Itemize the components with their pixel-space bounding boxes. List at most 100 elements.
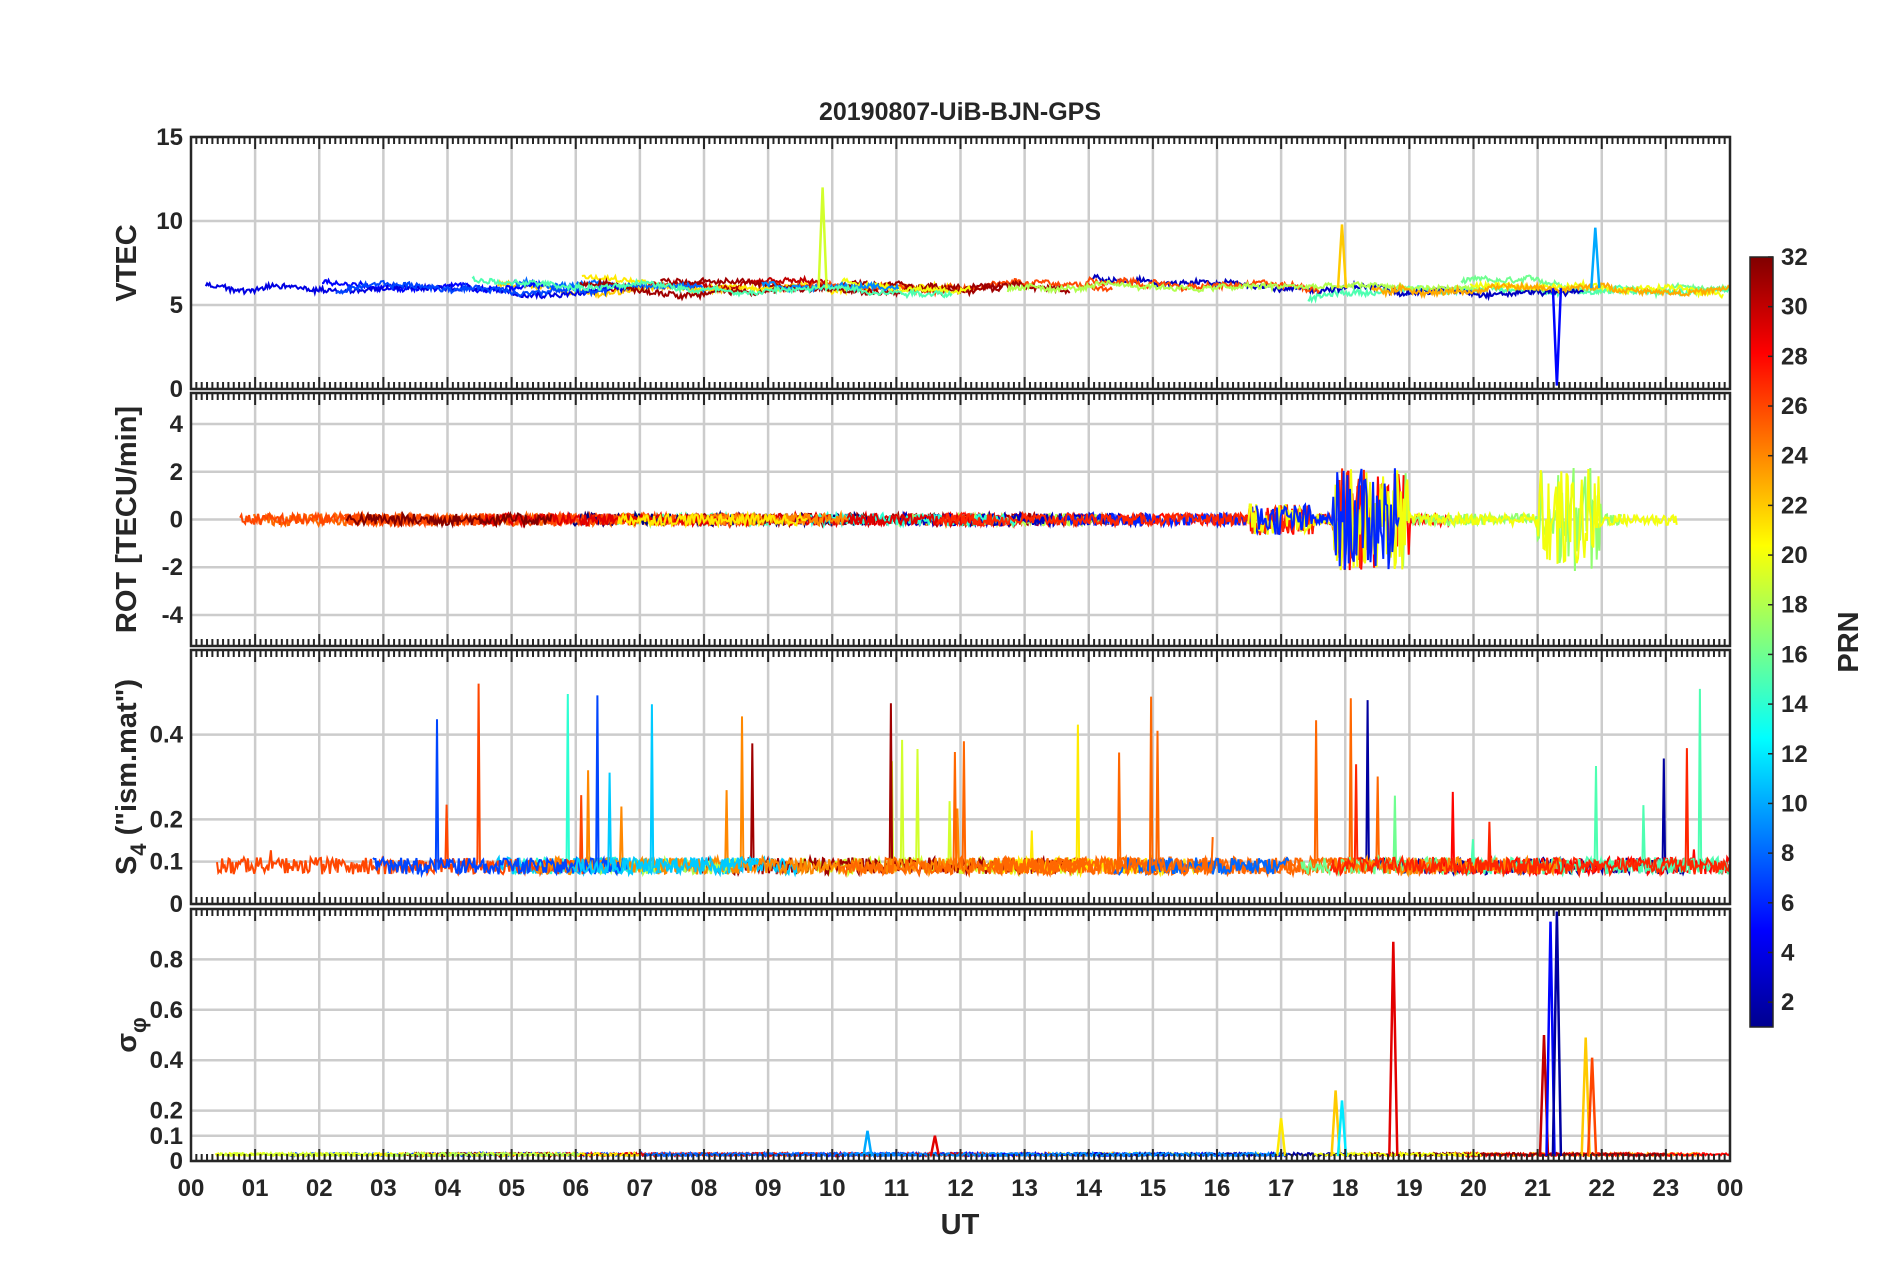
minor-ticks-sigma_phi (190, 909, 1731, 1161)
panel-vtec: 0 5 10 15 VTEC (111, 124, 1732, 403)
series-prn-6 (1255, 468, 1400, 570)
x-tick-label: 12 (947, 1175, 974, 1202)
series-prn-32 (345, 510, 553, 529)
y-tick-label: 0.8 (150, 946, 183, 973)
colorbar-tick-label: 18 (1781, 592, 1808, 619)
y-tick-label: 0.1 (150, 849, 183, 876)
colorbar-tick-label: 22 (1781, 492, 1808, 519)
y-tick-label: 0.4 (150, 1047, 184, 1074)
x-tick-label: 13 (1011, 1175, 1038, 1202)
series-prn-9 (841, 1150, 1289, 1158)
series-prn-7 (372, 695, 628, 879)
x-tick-label: 01 (242, 1175, 269, 1202)
x-tick-label: 05 (498, 1175, 525, 1202)
panel-sigma_phi: 00.10.2 0.4 0.6 0.8 σφ (111, 907, 1732, 1175)
colorbar-tick-label: 14 (1781, 691, 1808, 718)
y-axis-label-sigma_phi: σφ (111, 1017, 151, 1053)
x-tick-label: 09 (755, 1175, 782, 1202)
y-axis-label-sub: φ (126, 1017, 151, 1033)
x-tick-label: 08 (691, 1175, 718, 1202)
y-tick-label: -4 (162, 602, 184, 629)
y-tick-label: -2 (162, 554, 183, 581)
spike-prn-29 (929, 1135, 941, 1157)
y-axis-label-vtec: VTEC (111, 224, 143, 301)
spike-prn-2 (1551, 911, 1563, 1157)
spike-prn-10 (862, 1130, 873, 1157)
colorbar-tick-label: 26 (1781, 393, 1808, 420)
series-prn-18 (385, 1150, 580, 1159)
colorbar-tick-label: 24 (1781, 443, 1808, 470)
y-tick-label: 0.2 (150, 806, 183, 833)
spike-prn-22 (1330, 1090, 1341, 1157)
spike-prn-22 (1336, 224, 1348, 289)
colorbar-ticks: 32 30 28 26 24 22 20 18 16 14 12 10 8 6 4 2 (1768, 244, 1808, 1016)
series-prn-25 (837, 696, 1214, 878)
colorbar-tick-label: 20 (1781, 542, 1808, 569)
series-prn-23 (1370, 281, 1730, 299)
spike-prn-12 (1336, 1100, 1348, 1157)
spike-prn-22 (1580, 1037, 1591, 1157)
y-axis-label-s4: S4 ("ism.mat") (111, 679, 151, 875)
spike-prn-26 (1586, 1057, 1598, 1157)
y-tick-label: 0.1 (150, 1123, 183, 1150)
series-prn-26 (1086, 275, 1321, 295)
spike-prn-5 (1551, 288, 1563, 386)
x-tick-label: 11 (884, 1175, 909, 1202)
x-tick-label: 10 (819, 1175, 846, 1202)
colorbar-tick-label: 30 (1781, 294, 1808, 321)
x-tick-label: 22 (1588, 1175, 1615, 1202)
y-tick-label: 0.6 (150, 997, 183, 1024)
x-tick-label: 18 (1332, 1175, 1359, 1202)
x-axis-label: UT (941, 1209, 980, 1241)
x-tick-label: 02 (306, 1175, 333, 1202)
colorbar-tick-label: 10 (1781, 790, 1808, 817)
colorbar-tick-label: 4 (1781, 939, 1795, 966)
x-tick-label: 00 (178, 1175, 205, 1202)
x-tick-label: 07 (627, 1175, 654, 1202)
x-tick-label: 21 (1524, 1175, 1551, 1202)
colorbar-tick-label: 28 (1781, 343, 1808, 370)
x-tick-label: 17 (1268, 1175, 1295, 1202)
chart-title: 20190807-UiB-BJN-GPS (819, 98, 1101, 126)
y-tick-label: 0 (170, 1148, 183, 1175)
x-tick-label: 19 (1396, 1175, 1423, 1202)
y-axis-label-main: σ (111, 1033, 143, 1053)
colorbar-tick-label: 2 (1781, 989, 1794, 1016)
traces-rot (239, 467, 1678, 572)
traces-s4 (216, 683, 1730, 879)
series-prn-20 (1246, 468, 1678, 571)
colorbar-label: PRN (1833, 611, 1865, 672)
y-axis-label-tail: ("ism.mat") (111, 679, 143, 843)
spike-prn-29 (1388, 941, 1399, 1157)
panel-rot: -4 -2 0 2 4 ROT [TECU/min] (111, 391, 1732, 648)
x-tick-label: 00 (1717, 1175, 1744, 1202)
y-tick-label: 4 (170, 411, 184, 438)
series-prn-21 (617, 510, 808, 529)
colorbar-tick-label: 12 (1781, 741, 1808, 768)
colorbar-tick-label: 32 (1781, 244, 1808, 271)
y-tick-label: 10 (156, 208, 183, 235)
y-tick-label: 5 (170, 292, 183, 319)
minor-ticks-s4 (190, 650, 1731, 904)
y-tick-label: 0 (170, 507, 183, 534)
series-prn-15 (471, 275, 953, 300)
y-tick-label: 0 (170, 891, 183, 918)
spike-prn-21 (1275, 1118, 1287, 1157)
spike-prn-10 (1590, 227, 1601, 289)
minor-ticks-rot (190, 393, 1731, 646)
series-prn-31 (659, 276, 1071, 298)
x-tick-label: 03 (370, 1175, 397, 1202)
y-tick-label: 0.2 (150, 1098, 183, 1125)
series-prn-11 (571, 704, 760, 878)
series-prn-7 (335, 279, 608, 298)
x-tick-label: 23 (1653, 1175, 1680, 1202)
spike-prn-19 (817, 187, 828, 289)
colorbar-gradient (1749, 256, 1774, 1028)
traces-vtec (204, 187, 1730, 386)
y-tick-label: 15 (156, 124, 183, 151)
y-axis-label-sub: 4 (126, 843, 151, 856)
series-prn-20 (1469, 278, 1724, 300)
y-tick-label: 0 (170, 376, 183, 403)
